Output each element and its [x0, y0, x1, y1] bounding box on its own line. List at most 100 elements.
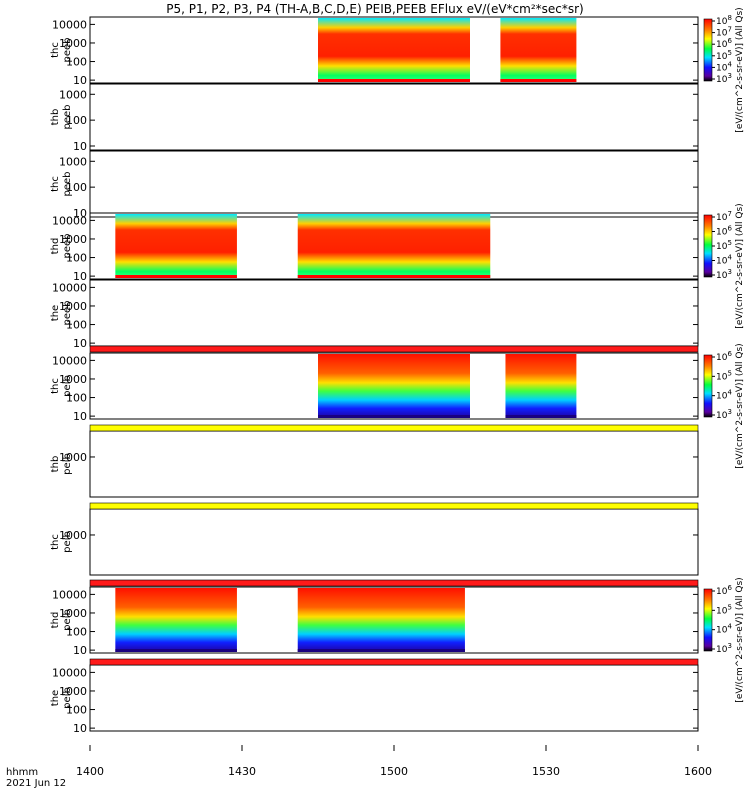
colorbar-label: [eV/(cm^2-s-sr-eV)] (All Qs): [735, 203, 745, 328]
y-tick-label: 100: [66, 392, 87, 405]
colorbar: [703, 588, 713, 652]
y-tick-label: 1000: [59, 300, 87, 313]
y-tick-label: 100: [66, 56, 87, 69]
fill-bar: [89, 424, 699, 432]
y-tick-label: 1000: [59, 373, 87, 386]
y-tick-label: 10: [73, 722, 87, 735]
y-tick-label: 100: [66, 114, 87, 127]
fill-bar: [89, 502, 699, 510]
y-tick-label: 100: [66, 704, 87, 717]
panel-probe-label: thc: [50, 176, 61, 192]
y-tick-label: 10: [73, 644, 87, 657]
x-tick-label: 1530: [532, 765, 560, 778]
panel-probe-label: thd: [50, 612, 61, 629]
panel-thc-peib: 10 100 1000 10000 thc peib 103 104 105 106 [eV/(cm…: [50, 343, 745, 468]
panel-instrument-label: peeb: [62, 38, 73, 63]
panel-probe-label: thc: [50, 42, 61, 58]
spectrogram-block: [297, 588, 465, 652]
panel-probe-label: thb: [50, 456, 61, 473]
panel-probe-label: thb: [50, 109, 61, 126]
y-tick-label: 1000: [59, 607, 87, 620]
spectrogram-low-band: [115, 649, 237, 652]
y-tick-label: 10000: [52, 666, 87, 679]
y-tick-label: 10: [73, 74, 87, 87]
fill-bar: [89, 579, 699, 587]
panel-probe-label: thd: [50, 238, 61, 255]
panel-instrument-label: peeb: [62, 301, 73, 326]
y-tick-label: 1000: [59, 685, 87, 698]
colorbar-tick-label: 103: [716, 642, 732, 655]
colorbar-tick-label: 104: [716, 60, 732, 73]
y-tick-label: 1000: [59, 37, 87, 50]
panel-probe-label: the: [50, 305, 61, 321]
panel-frame: [89, 586, 699, 654]
panel-frame: [89, 352, 699, 420]
y-tick-label: 1000: [59, 155, 87, 168]
x-axis: hhmm 2021 Jun 12 1400 1430 1500 1530 1600: [6, 745, 712, 789]
panel-instrument-label: peeb: [62, 234, 73, 259]
panel-instrument-label: peib: [62, 609, 73, 631]
date-label: 2021 Jun 12: [6, 778, 66, 789]
y-tick-label: 100: [66, 181, 87, 194]
panel-frame: [89, 212, 699, 280]
panel-probe-label: thc: [50, 378, 61, 394]
colorbar-tick-label: 103: [716, 408, 732, 421]
spectrogram-low-band: [500, 79, 577, 82]
y-tick-label: 10000: [52, 214, 87, 227]
panel-the-peib: 10 100 1000 10000 the peib: [50, 664, 699, 735]
x-tick-label: 1430: [228, 765, 256, 778]
y-tick-label: 10: [73, 410, 87, 423]
spectrogram-low-band: [318, 79, 470, 82]
y-tick-label: 1000: [59, 529, 87, 542]
spectrogram-low-band: [297, 275, 491, 278]
panel-thc-peeb: 10 100 1000 thc peeb: [50, 150, 699, 220]
spectrogram-block: [115, 214, 237, 278]
y-tick-label: 10000: [52, 18, 87, 31]
panel-frame: [89, 664, 699, 732]
panel-frame: [89, 430, 699, 498]
fill-bar: [89, 658, 699, 666]
panel-frame: [89, 16, 699, 84]
spectrogram-block: [318, 18, 470, 82]
colorbar-tick-label: 105: [716, 603, 732, 616]
panel-frame: [89, 83, 699, 151]
colorbar-tick-label: 104: [716, 389, 732, 402]
panel-instrument-label: peib: [62, 687, 73, 709]
y-tick-label: 10: [73, 207, 87, 220]
panel-instrument-label: peib: [62, 375, 73, 397]
panel-instrument-label: peib: [62, 453, 73, 475]
y-tick-label: 10000: [52, 354, 87, 367]
spectrogram-low-band: [297, 649, 465, 652]
y-tick-label: 1000: [59, 451, 87, 464]
colorbar-tick-label: 105: [716, 49, 732, 62]
spectrogram-block: [500, 18, 577, 82]
spectrogram-low-band: [505, 415, 577, 418]
y-tick-label: 1000: [59, 88, 87, 101]
colorbar-tick-label: 103: [716, 72, 732, 85]
y-tick-label: 10000: [52, 281, 87, 294]
colorbar-tick-label: 108: [716, 14, 732, 27]
plot-title: P5, P1, P2, P3, P4 (TH-A,B,C,D,E) PEIB,P…: [166, 2, 583, 16]
spectrogram-block: [505, 354, 577, 418]
y-tick-label: 10: [73, 337, 87, 350]
colorbar-tick-label: 107: [716, 210, 732, 223]
colorbar-tick-label: 104: [716, 623, 732, 636]
panel-thd-peib: 10 100 1000 10000 thd peib 103 104 105 106 [eV/(cm…: [50, 577, 745, 702]
panel-probe-label: thc: [50, 534, 61, 550]
spectrogram-block: [318, 354, 470, 418]
x-tick-label: 1600: [684, 765, 712, 778]
panel-instrument-label: peib: [62, 531, 73, 553]
y-tick-label: 10: [73, 140, 87, 153]
y-tick-label: 10: [73, 270, 87, 283]
panel-the-peeb: 10 100 1000 10000 the peeb: [50, 279, 699, 350]
colorbar-tick-label: 106: [716, 350, 732, 363]
colorbar: [703, 18, 713, 82]
panel-frame: [89, 150, 699, 218]
spectrogram-low-band: [115, 275, 237, 278]
colorbar-tick-label: 105: [716, 369, 732, 382]
colorbar-tick-label: 103: [716, 268, 732, 281]
